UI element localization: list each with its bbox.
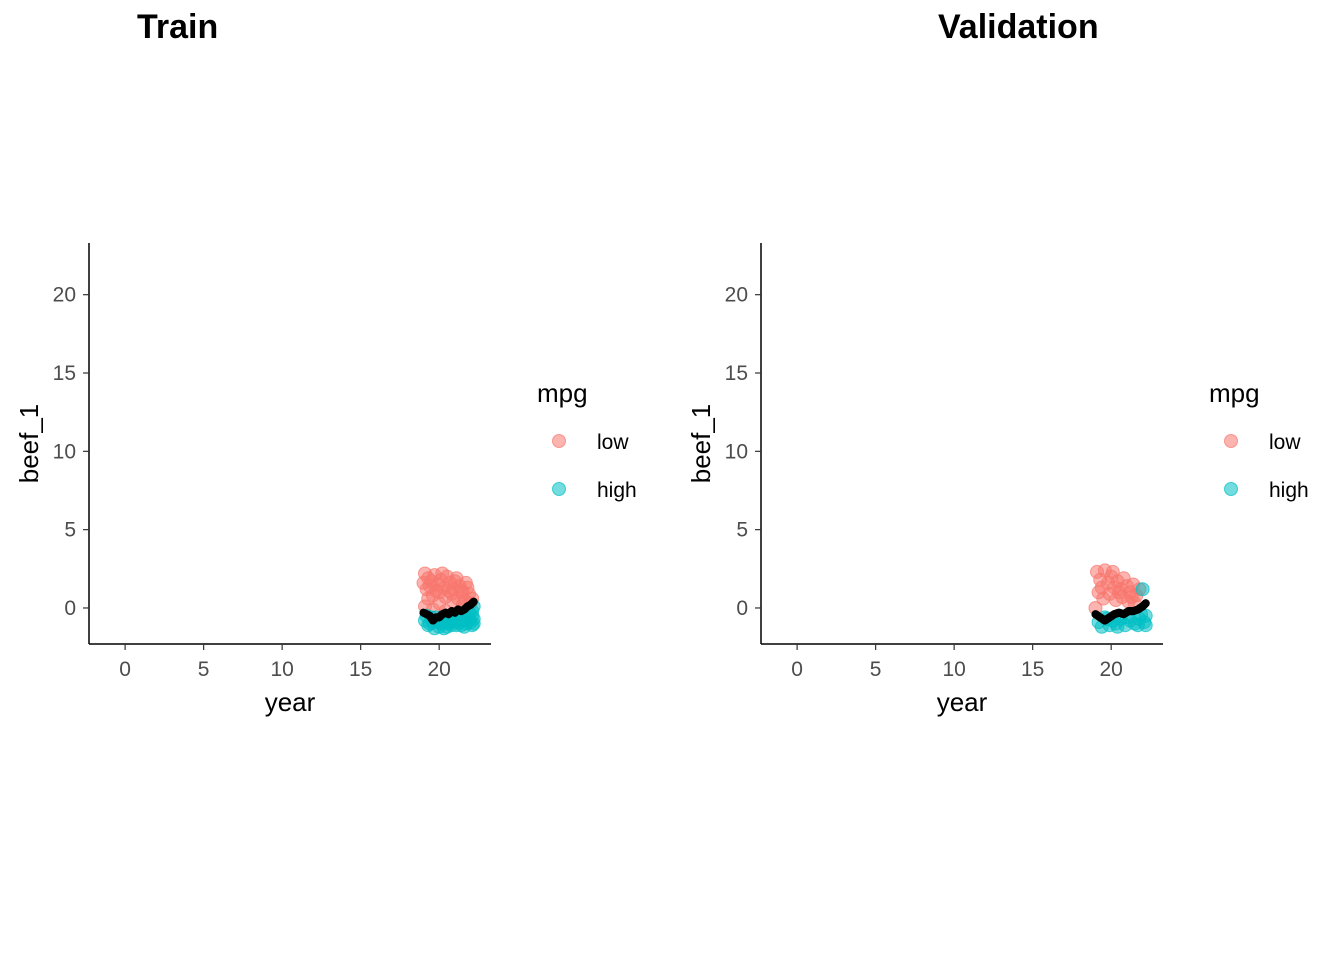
point-high [465,618,480,633]
chart-title-train: Train [137,8,219,46]
point-low [435,566,450,581]
legend-title: mpg [1209,378,1260,408]
x-tick-label: 0 [791,658,803,681]
y-tick-label: 0 [64,597,76,620]
panel-validation: Validation 0 5 10 15 20 0 5 10 15 20 year beef_1 mpg… [672,0,1344,960]
y-axis-title: beef_1 [686,404,716,484]
legend-title: mpg [537,378,588,408]
y-tick-label: 10 [725,440,748,463]
y-tick-label: 5 [736,519,748,542]
point-low [1105,564,1120,579]
legend-key-high [1224,482,1238,496]
x-tick-label: 15 [349,658,372,681]
legend-key-low [552,434,566,448]
x-tick-label: 20 [1100,658,1123,681]
point-high [436,621,451,636]
chart-title-validation: Validation [938,8,1099,46]
y-tick-label: 5 [64,519,76,542]
legend-label-low: low [597,431,629,454]
point-low [460,580,475,595]
y-tick-label: 10 [53,440,76,463]
x-axis-title: year [937,687,988,717]
y-axis-title: beef_1 [14,404,44,484]
y-tick-label: 20 [725,284,748,307]
y-tick-label: 20 [53,284,76,307]
x-axis-title: year [265,687,316,717]
point-low [1124,590,1139,604]
x-tick-label: 5 [870,658,882,681]
y-tick-label: 0 [736,597,748,620]
point-low [1112,585,1126,600]
point-low [416,575,431,590]
point-high [1110,619,1125,634]
legend-label-high: high [1269,479,1309,502]
x-tick-label: 5 [198,658,210,681]
trend-line-top [1091,599,1150,625]
legend-label-low: low [1269,431,1301,454]
y-tick-label: 15 [53,362,76,385]
trend-line-top [419,597,478,625]
x-tick-label: 10 [942,658,965,681]
x-tick-label: 15 [1021,658,1044,681]
point-low [1094,580,1109,595]
legend-label-high: high [597,479,637,502]
y-tick-label: 15 [725,362,748,385]
point-high [1135,582,1150,597]
panel-train: Train 0 5 10 15 20 0 5 10 15 20 year beef_1 mpg low hi… [14,8,637,717]
x-tick-label: 0 [119,658,131,681]
x-tick-label: 10 [270,658,293,681]
x-tick-label: 20 [428,658,451,681]
legend-key-high [552,482,566,496]
legend-key-low [1224,434,1238,448]
